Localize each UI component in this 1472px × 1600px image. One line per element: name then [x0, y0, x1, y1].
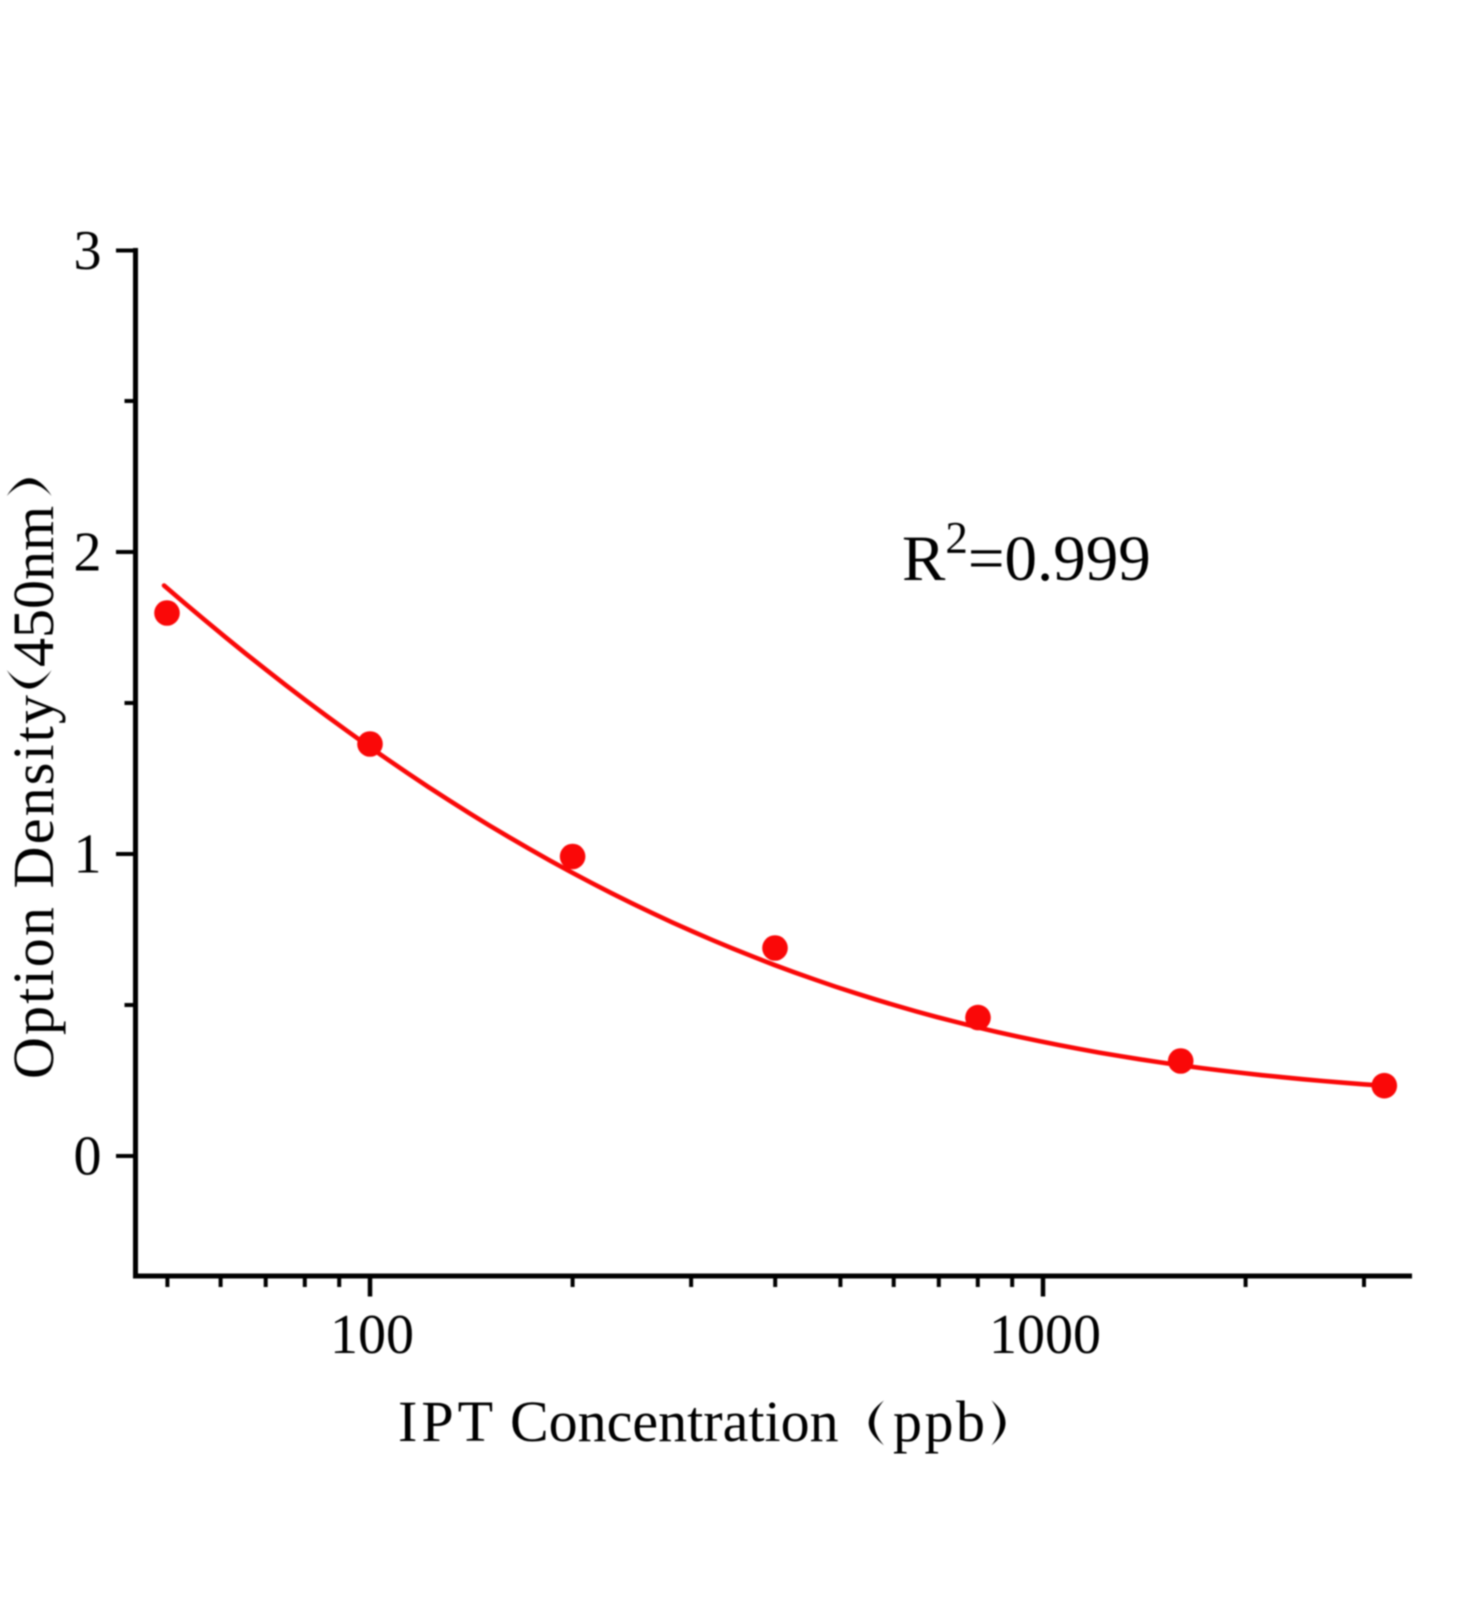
svg-text:3: 3	[74, 220, 102, 282]
svg-text:2: 2	[74, 522, 102, 584]
svg-text:IPT: IPT	[398, 1389, 493, 1454]
svg-text:1: 1	[74, 824, 102, 886]
svg-text:100: 100	[330, 1304, 414, 1366]
svg-text:Option Density: Option Density	[1, 695, 66, 1079]
svg-text:450nm: 450nm	[1, 506, 66, 667]
svg-text:Concentration: Concentration	[510, 1389, 839, 1454]
svg-text:R2=0.999: R2=0.999	[902, 513, 1151, 595]
svg-text:ppb: ppb	[893, 1389, 985, 1454]
svg-text:0: 0	[74, 1126, 102, 1188]
svg-text:1000: 1000	[989, 1304, 1101, 1366]
